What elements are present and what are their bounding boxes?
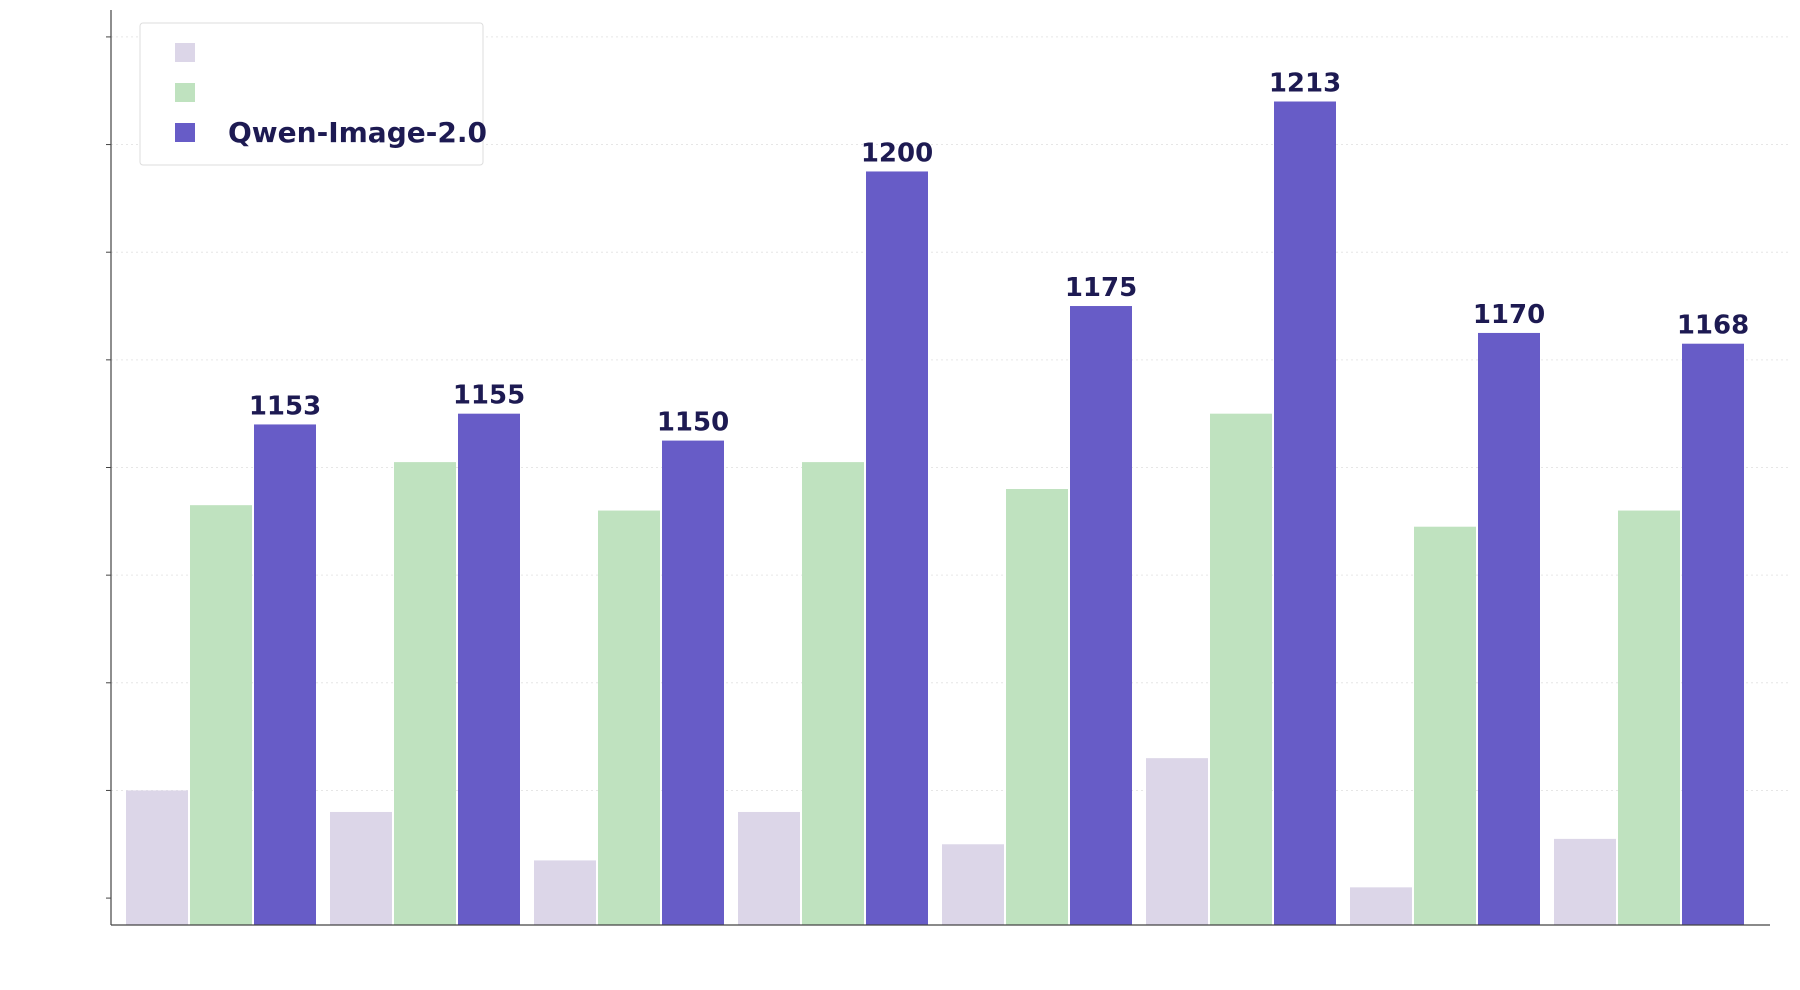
value-label: 1168 bbox=[1677, 311, 1749, 341]
value-label: 1150 bbox=[657, 408, 729, 438]
bar-series-1 bbox=[1146, 758, 1208, 925]
bar-series-2 bbox=[190, 505, 252, 925]
bar-group bbox=[942, 306, 1132, 925]
bar-series-1 bbox=[126, 790, 188, 925]
bar-series-3 bbox=[1070, 306, 1132, 925]
value-label: 1153 bbox=[249, 391, 321, 421]
value-label: 1170 bbox=[1473, 300, 1545, 330]
bar-series-2 bbox=[598, 510, 660, 925]
bar-series-3 bbox=[254, 424, 316, 925]
bar-series-2 bbox=[394, 462, 456, 925]
legend-swatch bbox=[175, 43, 195, 62]
value-label: 1155 bbox=[453, 381, 525, 411]
legend-box bbox=[139, 22, 484, 166]
bar-series-1 bbox=[534, 860, 596, 925]
value-label: 1175 bbox=[1065, 273, 1137, 303]
bar-group bbox=[1554, 343, 1744, 925]
bar-series-1 bbox=[942, 844, 1004, 925]
legend-item: Qwen-Image-2.0 bbox=[175, 116, 487, 149]
bar-series-3 bbox=[662, 440, 724, 925]
value-labels: 1153 1155 1150 1200 1175 1213 1170 1168 bbox=[249, 69, 1749, 438]
legend-item bbox=[175, 83, 195, 102]
bar-series-1 bbox=[1350, 887, 1412, 925]
bar-series-2 bbox=[1414, 526, 1476, 925]
bar-series-3 bbox=[866, 171, 928, 925]
value-label: 1200 bbox=[861, 138, 933, 168]
bar-group bbox=[1146, 101, 1336, 925]
bar-series-3 bbox=[1682, 343, 1744, 925]
legend-label: Qwen-Image-2.0 bbox=[228, 116, 487, 149]
bar-series-1 bbox=[738, 811, 800, 925]
bar-series-3 bbox=[1274, 101, 1336, 925]
bar-series-2 bbox=[1618, 510, 1680, 925]
bar-series-3 bbox=[458, 413, 520, 925]
legend-swatch bbox=[175, 83, 195, 102]
bar-group bbox=[330, 413, 520, 925]
bar-series-2 bbox=[1006, 489, 1068, 925]
legend: Qwen-Image-2.0 bbox=[139, 22, 487, 166]
bar-series-3 bbox=[1478, 332, 1540, 925]
bar-series-2 bbox=[1210, 413, 1272, 925]
bars bbox=[126, 101, 1744, 925]
bar-series-1 bbox=[330, 811, 392, 925]
bar-series-2 bbox=[802, 462, 864, 925]
bar-group bbox=[534, 440, 724, 925]
value-label: 1213 bbox=[1269, 69, 1341, 99]
bar-group bbox=[738, 171, 928, 925]
legend-swatch bbox=[175, 123, 195, 142]
bar-series-1 bbox=[1554, 838, 1616, 925]
legend-item bbox=[175, 43, 195, 62]
axes bbox=[106, 10, 1770, 926]
bar-group bbox=[126, 424, 316, 925]
bar-group bbox=[1350, 332, 1540, 925]
